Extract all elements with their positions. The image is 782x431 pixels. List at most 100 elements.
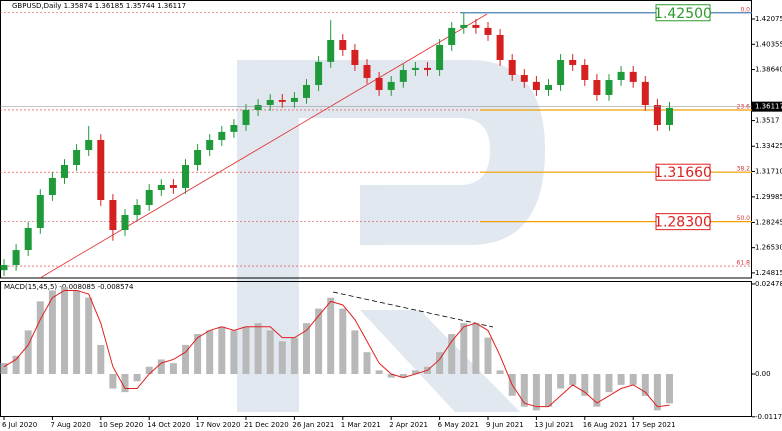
macd-bar: [48, 290, 56, 374]
candle-body: [242, 109, 250, 125]
candle-body: [327, 39, 335, 62]
macd-bar: [290, 337, 298, 374]
candle-body: [48, 177, 56, 196]
macd-bar: [73, 290, 81, 374]
macd-bar: [242, 326, 250, 374]
macd-bar: [532, 373, 540, 411]
macd-bar: [641, 373, 649, 396]
y-tick-label: 1.28245: [755, 218, 782, 226]
macd-bar: [145, 366, 153, 374]
x-tick-label: 6 Jul 2020: [2, 421, 37, 429]
macd-bar: [327, 297, 335, 374]
fib-label: 50.0: [737, 215, 751, 222]
macd-bar: [629, 373, 637, 385]
macd-bar: [375, 370, 383, 374]
target-box: [655, 213, 711, 231]
macd-bar: [448, 334, 456, 374]
macd-bar: [460, 323, 468, 374]
candle-body: [653, 104, 661, 125]
x-tick-label: 1 Mar 2021: [341, 421, 381, 429]
candle-body: [121, 215, 129, 231]
x-tick-label: 13 Jul 2021: [534, 421, 574, 429]
candle-body: [484, 27, 492, 35]
candle-body: [85, 139, 93, 150]
x-tick-label: 10 Sep 2020: [99, 421, 143, 429]
candle-body: [557, 59, 565, 85]
fib-label: 0.0: [740, 6, 750, 13]
macd-bar: [387, 373, 395, 378]
macd-bar: [520, 373, 528, 407]
last-price-label: 1.36117: [755, 103, 782, 111]
macd-bar: [194, 334, 202, 374]
candle-body: [545, 84, 552, 90]
macd-bar: [351, 330, 359, 374]
macd-bar: [12, 355, 20, 374]
candle-body: [133, 205, 141, 216]
macd-title: MACD(15,45,5) -0.008085 -0.008574: [4, 283, 134, 291]
candle-body: [605, 79, 613, 95]
macd-bar: [0, 363, 8, 374]
candle-body: [581, 64, 589, 80]
candle-body: [629, 71, 637, 82]
macd-bar: [605, 373, 613, 393]
y-tick-label: 1.26530: [755, 244, 782, 252]
candle-body: [496, 34, 504, 60]
y-tick-label: 1.33425: [755, 142, 782, 150]
macd-bar: [484, 337, 492, 374]
x-tick-label: 21 Dec 2020: [244, 421, 289, 429]
y-tick-label: 1.42075: [755, 15, 782, 23]
candle-body: [424, 67, 431, 70]
macd-bar: [496, 370, 504, 374]
x-tick-label: 14 Oct 2020: [147, 421, 190, 429]
candle-body: [339, 39, 347, 50]
macd-bar: [363, 352, 371, 374]
macd-bar: [653, 373, 661, 411]
candle-body: [194, 149, 202, 165]
macd-bar: [617, 373, 625, 385]
macd-bar: [399, 373, 407, 378]
macd-bar: [557, 373, 565, 389]
candle-body: [387, 81, 395, 90]
target-box: [655, 163, 711, 181]
target-label: 1.31660: [654, 165, 712, 181]
candle-body: [472, 24, 480, 28]
macd-bar: [254, 323, 262, 374]
macd-bar: [411, 370, 419, 374]
candle-body: [448, 27, 456, 45]
candle-body: [230, 124, 238, 132]
macd-bar: [436, 352, 444, 374]
macd-bar: [157, 359, 165, 374]
x-tick-label: 6 May 2021: [438, 421, 479, 429]
candle-body: [24, 227, 32, 251]
target-label: 1.28300: [654, 215, 712, 231]
macd-bar: [666, 373, 673, 404]
macd-bar: [472, 323, 480, 374]
x-tick-label: 2 Apr 2021: [389, 421, 428, 429]
x-tick-label: 16 Aug 2021: [583, 421, 628, 429]
candle-body: [532, 81, 540, 90]
macd-bar: [266, 330, 274, 374]
candle-body: [109, 200, 117, 231]
macd-bar: [121, 373, 129, 393]
candle-body: [617, 71, 625, 80]
macd-bar: [206, 330, 214, 374]
macd-bar: [315, 308, 323, 374]
x-tick-label: 17 Nov 2020: [196, 421, 241, 429]
macd-bar: [218, 326, 226, 374]
candle-body: [315, 61, 323, 85]
candle-body: [666, 107, 673, 125]
candle-body: [182, 164, 189, 188]
candle-body: [363, 64, 371, 78]
candle-body: [218, 131, 226, 140]
macd-panel-frame: [0, 281, 752, 417]
macd-bar: [133, 373, 141, 382]
macd-bar: [339, 308, 347, 374]
macd-bar: [303, 323, 310, 374]
candle-body: [97, 139, 105, 201]
target-label: 1.42500: [654, 6, 712, 22]
candle-body: [61, 164, 68, 178]
macd-bar: [278, 341, 286, 374]
y-tick-label: 1.3517: [755, 117, 780, 125]
x-tick-label: 9 Jun 2021: [486, 421, 524, 429]
